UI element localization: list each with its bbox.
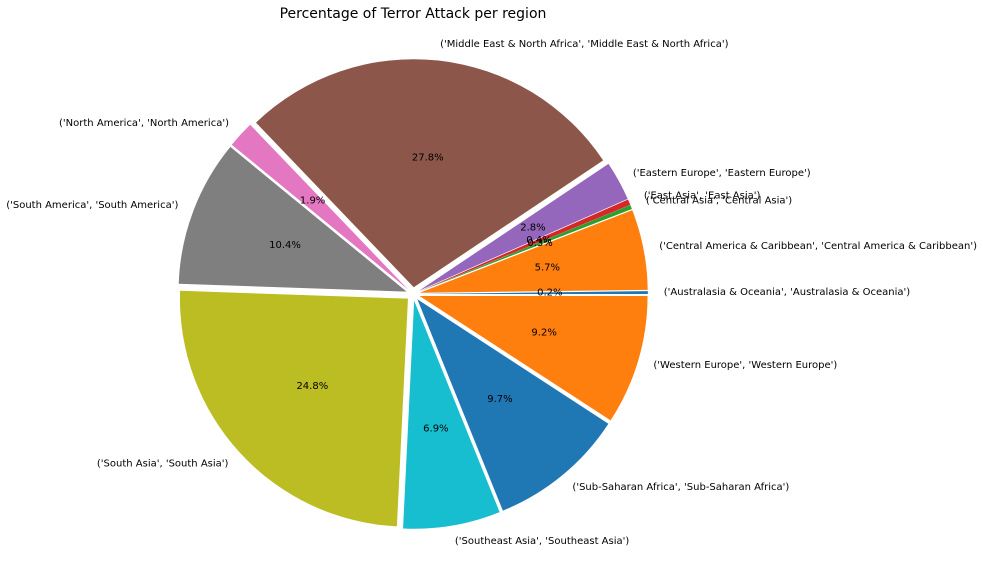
pie-slice-label: ('Central Asia', 'Central Asia'): [646, 196, 792, 207]
pie-slice: [419, 199, 631, 292]
pie-percent-label: 27.8%: [412, 153, 444, 164]
pie-slice: [418, 163, 628, 291]
pie-slice-label: ('South America', 'South America'): [6, 200, 178, 211]
pie-percent-label: 0.4%: [526, 235, 551, 246]
pie-slice: [178, 146, 407, 292]
pie-percent-label: 24.8%: [296, 381, 328, 392]
pie-slice-label: ('Australasia & Oceania', 'Australasia &…: [664, 287, 910, 298]
pie-percent-label: 10.4%: [269, 240, 301, 251]
pie-percent-label: 0.2%: [537, 288, 562, 299]
pie-slice-labels: ('Australasia & Oceania', 'Australasia &…: [6, 39, 977, 547]
pie-slice-label: ('South Asia', 'South Asia'): [97, 458, 229, 469]
pie-slice: [419, 291, 648, 294]
pie-slice: [419, 204, 632, 292]
pie-percent-label: 9.2%: [531, 327, 556, 338]
pie-percent-label: 2.8%: [520, 223, 545, 234]
pie-slice: [255, 59, 604, 288]
pie-slice: [419, 295, 648, 421]
pie-slices: [178, 59, 648, 529]
pie-percent-label: 6.9%: [423, 423, 448, 434]
pie-slice: [403, 300, 500, 529]
pie-percent-labels: 0.2% 5.7% 0.3%0.4%2.8% 27.8% 1.9% 10.4% 24.8% 6…: [269, 153, 562, 435]
pie-slice-label: ('Southeast Asia', 'Southeast Asia'): [455, 536, 629, 547]
pie-slice-label: ('Eastern Europe', 'Eastern Europe'): [633, 168, 811, 179]
pie-slice-label: ('Middle East & North Africa', 'Middle E…: [440, 39, 728, 50]
pie-slice-label: ('Western Europe', 'Western Europe'): [653, 360, 837, 371]
pie-slice: [231, 124, 408, 290]
pie-slice-label: ('East Asia', 'East Asia'): [644, 190, 761, 201]
pie-slice-label: ('Central America & Caribbean', 'Central…: [659, 241, 977, 252]
pie-percent-label: 5.7%: [535, 262, 560, 273]
pie-slice-label: ('North America', 'North America'): [59, 118, 229, 129]
pie-slice-label: ('Sub-Saharan Africa', 'Sub-Saharan Afri…: [572, 482, 789, 493]
pie-slice: [419, 210, 648, 293]
chart-title: Percentage of Terror Attack per region: [280, 6, 547, 22]
pie-percent-label: 0.3%: [527, 238, 552, 249]
pie-slice: [179, 290, 408, 527]
pie-percent-label: 9.7%: [487, 394, 512, 405]
pie-percent-label: 1.9%: [300, 196, 325, 207]
pie-slice: [417, 299, 609, 511]
